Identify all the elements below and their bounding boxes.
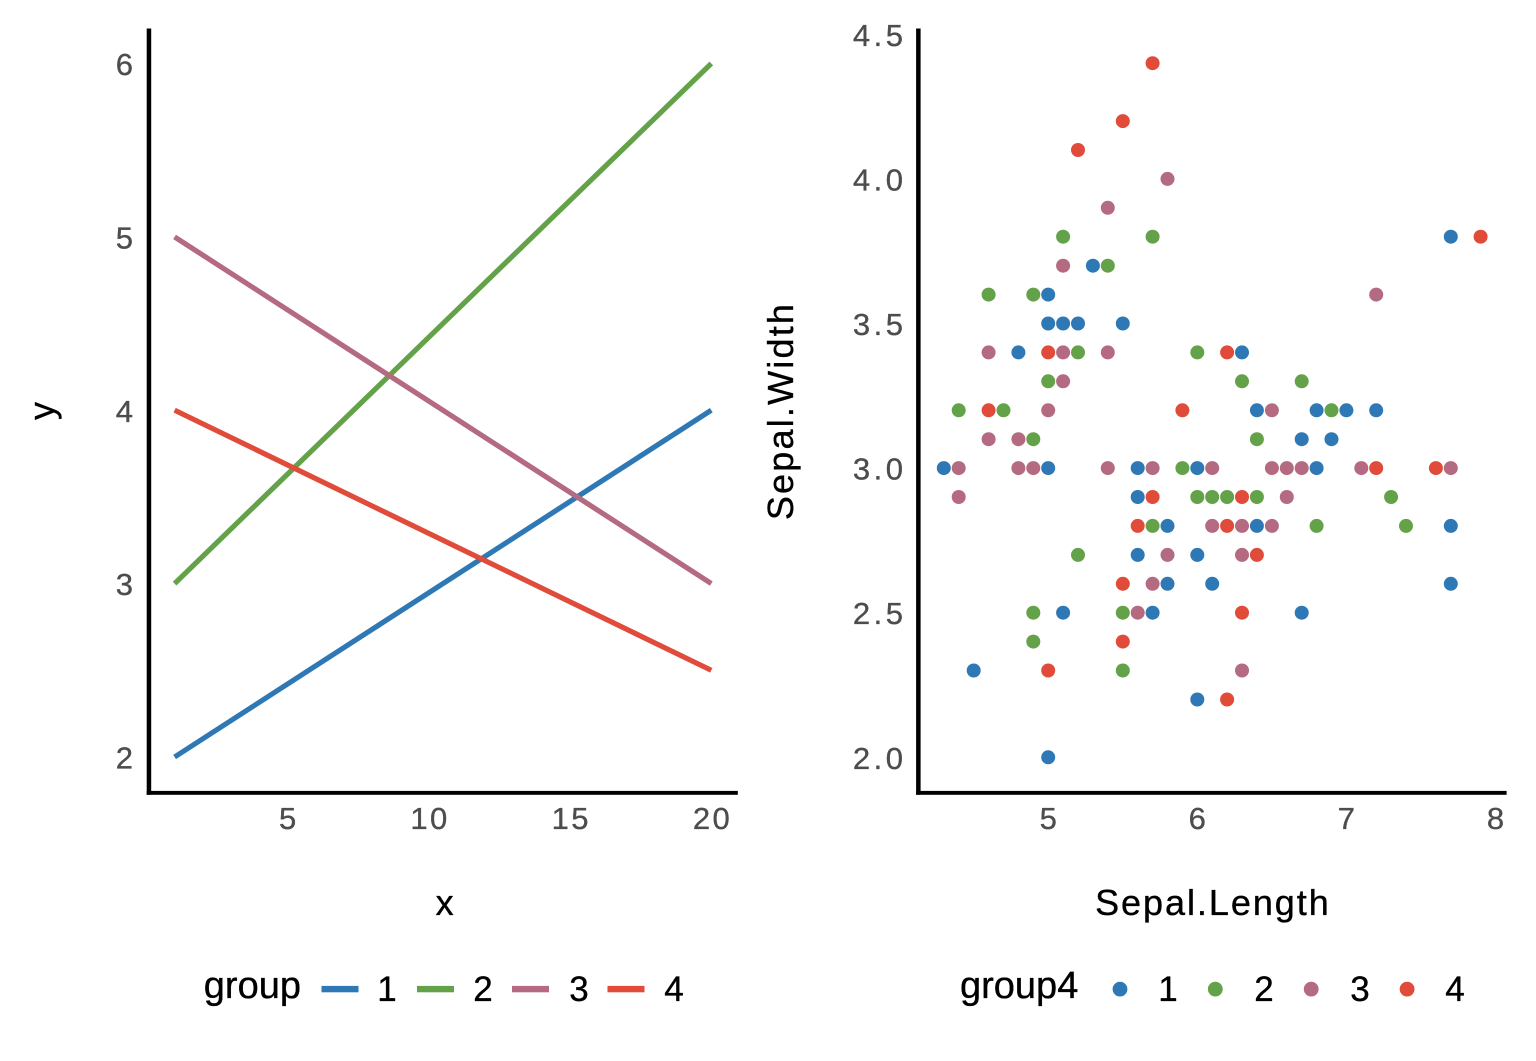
svg-text:7: 7 — [1338, 801, 1355, 836]
svg-text:6: 6 — [116, 47, 133, 82]
svg-text:3.5: 3.5 — [853, 307, 907, 342]
svg-text:3: 3 — [1350, 970, 1369, 1009]
svg-text:4.0: 4.0 — [853, 162, 907, 197]
svg-text:4: 4 — [1445, 970, 1464, 1009]
svg-text:2.5: 2.5 — [853, 596, 907, 631]
svg-text:2: 2 — [1254, 970, 1273, 1009]
svg-text:group: group — [204, 965, 301, 1007]
svg-text:20: 20 — [693, 801, 732, 836]
svg-text:10: 10 — [410, 801, 449, 836]
svg-text:2: 2 — [473, 970, 492, 1009]
svg-text:4.5: 4.5 — [853, 18, 907, 53]
svg-text:1: 1 — [377, 970, 396, 1009]
svg-text:15: 15 — [552, 801, 591, 836]
svg-text:3: 3 — [116, 567, 133, 602]
svg-text:4: 4 — [116, 394, 133, 429]
svg-text:group4: group4 — [960, 965, 1078, 1007]
svg-text:3.0: 3.0 — [853, 452, 907, 487]
svg-text:x: x — [436, 882, 454, 923]
svg-text:y: y — [21, 402, 62, 420]
svg-text:2.0: 2.0 — [853, 741, 907, 776]
svg-text:4: 4 — [664, 970, 683, 1009]
svg-text:2: 2 — [116, 741, 133, 776]
svg-text:6: 6 — [1189, 801, 1206, 836]
svg-text:5: 5 — [279, 801, 296, 836]
svg-text:5: 5 — [116, 220, 133, 255]
svg-text:8: 8 — [1487, 801, 1504, 836]
svg-text:Sepal.Length: Sepal.Length — [1095, 882, 1331, 923]
svg-text:1: 1 — [1158, 970, 1177, 1009]
svg-text:Sepal.Width: Sepal.Width — [760, 302, 801, 520]
svg-text:5: 5 — [1040, 801, 1057, 836]
svg-text:3: 3 — [569, 970, 588, 1009]
